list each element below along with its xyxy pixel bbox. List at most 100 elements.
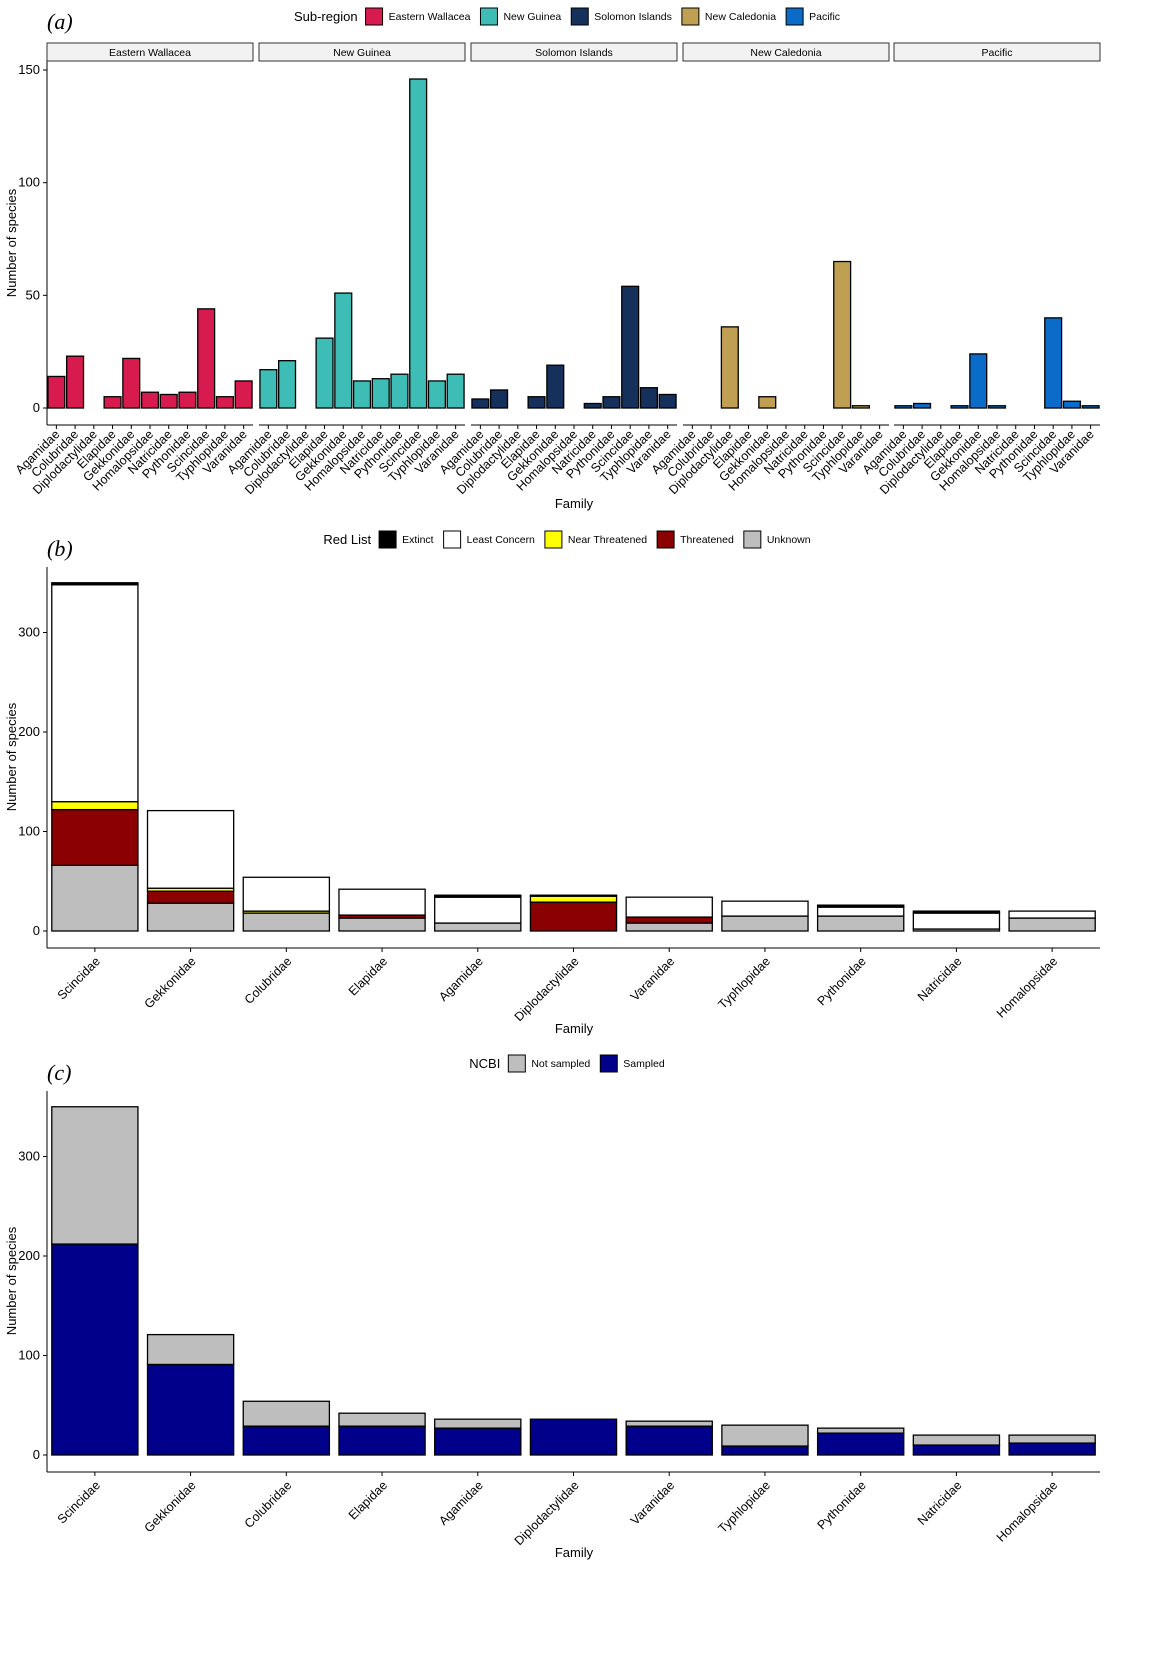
stack-pythonidae: Pythonidae bbox=[815, 1427, 905, 1532]
stack-typhlopidae: Typhlopidae bbox=[716, 1424, 809, 1536]
x-tick-label: Agamidae bbox=[436, 954, 486, 1004]
x-tick-label: Agamidae bbox=[436, 1478, 486, 1528]
x-tick-label: Typhlopidae bbox=[716, 1478, 774, 1536]
legend: Red List Extinct Least Concern Near Threate… bbox=[323, 530, 811, 549]
facet-new-caledonia: New CaledoniaAgamidaeColubridaeDiplodact… bbox=[649, 42, 890, 497]
stack-diplodactylidae: Diplodactylidae bbox=[512, 1418, 618, 1548]
y-tick-label: 0 bbox=[33, 923, 40, 938]
bar-eastern-wallacea-pythonidae bbox=[178, 391, 197, 409]
bar-gekkonidae-not-sampled bbox=[146, 1333, 235, 1366]
legend-label-threatened: Threatened bbox=[680, 534, 734, 546]
legend-swatch-threatened bbox=[656, 530, 675, 549]
y-tick-label: 0 bbox=[33, 1447, 40, 1462]
bar-eastern-wallacea-gekkonidae bbox=[122, 357, 141, 409]
bar-varanidae-sampled bbox=[625, 1425, 713, 1456]
stack-homalopsidae: Homalopsidae bbox=[994, 1434, 1096, 1545]
y-axis-label: Number of species bbox=[4, 702, 19, 811]
legend-swatch-not-sampled bbox=[507, 1054, 526, 1073]
bar-elapidae-sampled bbox=[338, 1425, 426, 1456]
bar-scincidae-least-concern bbox=[51, 584, 139, 803]
x-tick-label: Diplodactylidae bbox=[512, 954, 582, 1024]
bar-solomon-islands-natricidae bbox=[583, 402, 602, 409]
bar-pythonidae-unknown bbox=[816, 915, 905, 932]
stack-homalopsidae: Homalopsidae bbox=[994, 910, 1096, 1021]
legend-swatch-least-concern bbox=[443, 530, 462, 549]
legend-label-new-caledonia: New Caledonia bbox=[705, 11, 776, 23]
stack-varanidae: Varanidae bbox=[625, 1420, 713, 1528]
bar-solomon-islands-elapidae bbox=[527, 396, 546, 409]
y-tick-label: 100 bbox=[18, 824, 40, 839]
y-tick-label: 0 bbox=[33, 400, 40, 415]
legend: Sub-region Eastern Wallacea New Guinea Solo… bbox=[294, 7, 840, 26]
bar-colubridae-not-sampled bbox=[242, 1400, 331, 1427]
bar-gekkonidae-unknown bbox=[146, 902, 235, 932]
facet-strip bbox=[682, 42, 890, 62]
facet-strip bbox=[46, 42, 254, 62]
legend-label-new-guinea: New Guinea bbox=[503, 11, 561, 23]
legend-label-near-threatened: Near Threatened bbox=[568, 534, 647, 546]
bar-pacific-typhlopidae bbox=[1062, 400, 1081, 409]
stack-gekkonidae: Gekkonidae bbox=[142, 1333, 235, 1535]
bar-diplodactylidae-least-concern bbox=[529, 894, 618, 897]
bar-new-guinea-elapidae bbox=[315, 337, 334, 409]
legend-swatch-solomon-islands bbox=[570, 7, 589, 26]
x-axis-label: Family bbox=[555, 496, 594, 511]
y-tick-label: 100 bbox=[18, 1348, 40, 1363]
facet-strip-label: New Caledonia bbox=[750, 47, 821, 59]
bar-agamidae-unknown bbox=[434, 922, 522, 932]
bar-scincidae-near-threatened bbox=[51, 801, 139, 811]
x-tick-label: Natricidae bbox=[915, 1478, 965, 1528]
x-axis-label: Family bbox=[555, 1021, 594, 1036]
bar-gekkonidae-least-concern bbox=[146, 809, 235, 889]
y-tick-label: 150 bbox=[18, 62, 40, 77]
bar-pacific-elapidae bbox=[950, 405, 969, 409]
bar-natricidae-sampled bbox=[912, 1444, 1001, 1456]
facet-strip bbox=[470, 42, 678, 62]
x-tick-label: Natricidae bbox=[915, 954, 965, 1004]
stack-diplodactylidae: Diplodactylidae bbox=[512, 894, 618, 1024]
bar-diplodactylidae-threatened bbox=[529, 901, 618, 932]
bar-solomon-islands-colubridae bbox=[490, 389, 509, 409]
bar-colubridae-sampled bbox=[242, 1425, 331, 1456]
bar-solomon-islands-pythonidae bbox=[602, 396, 621, 409]
bar-scincidae-extinct bbox=[51, 582, 139, 586]
bar-new-guinea-scincidae bbox=[409, 78, 428, 409]
facet-solomon-islands: Solomon IslandsAgamidaeColubridaeDiploda… bbox=[437, 42, 678, 497]
bar-pacific-scincidae bbox=[1044, 317, 1063, 409]
bar-typhlopidae-least-concern bbox=[721, 900, 809, 917]
bar-new-guinea-typhlopidae bbox=[427, 380, 446, 409]
y-tick-label: 300 bbox=[18, 625, 40, 640]
legend-title: Sub-region bbox=[294, 9, 358, 24]
panel-label-c: (c) bbox=[47, 1060, 71, 1085]
bar-pacific-agamidae bbox=[894, 405, 913, 409]
x-tick-label: Gekkonidae bbox=[142, 1478, 199, 1535]
bar-pythonidae-sampled bbox=[816, 1432, 905, 1456]
x-tick-label: Elapidae bbox=[346, 1478, 390, 1522]
legend-swatch-new-guinea bbox=[479, 7, 498, 26]
bar-varanidae-unknown bbox=[625, 922, 713, 932]
bar-varanidae-least-concern bbox=[625, 896, 713, 918]
bar-eastern-wallacea-homalopsidae bbox=[140, 391, 160, 409]
stack-pythonidae: Pythonidae bbox=[815, 904, 905, 1008]
bar-elapidae-unknown bbox=[338, 917, 426, 932]
legend-swatch-eastern-wallacea bbox=[365, 7, 384, 26]
legend-label-solomon-islands: Solomon Islands bbox=[594, 11, 672, 23]
facet-pacific: PacificAgamidaeColubridaeDiplodactylidae… bbox=[860, 42, 1101, 497]
bar-scincidae-sampled bbox=[51, 1243, 139, 1456]
bar-varanidae-not-sampled bbox=[625, 1420, 713, 1427]
facet-strip bbox=[893, 42, 1101, 62]
facet-strip bbox=[258, 42, 466, 62]
y-tick-label: 50 bbox=[26, 287, 40, 302]
stack-natricidae: Natricidae bbox=[912, 1434, 1001, 1528]
stack-elapidae: Elapidae bbox=[338, 1412, 426, 1523]
x-tick-label: Pythonidae bbox=[815, 1478, 869, 1532]
stack-agamidae: Agamidae bbox=[434, 1418, 522, 1528]
stack-varanidae: Varanidae bbox=[625, 896, 713, 1004]
bar-eastern-wallacea-agamidae bbox=[47, 375, 66, 409]
bar-homalopsidae-least-concern bbox=[1008, 910, 1096, 919]
bar-eastern-wallacea-typhlopidae bbox=[215, 396, 234, 409]
bar-typhlopidae-sampled bbox=[721, 1445, 809, 1456]
bar-new-guinea-gekkonidae bbox=[334, 292, 353, 409]
facet-eastern-wallacea: Eastern WallaceaAgamidaeColubridaeDiplod… bbox=[13, 42, 254, 497]
